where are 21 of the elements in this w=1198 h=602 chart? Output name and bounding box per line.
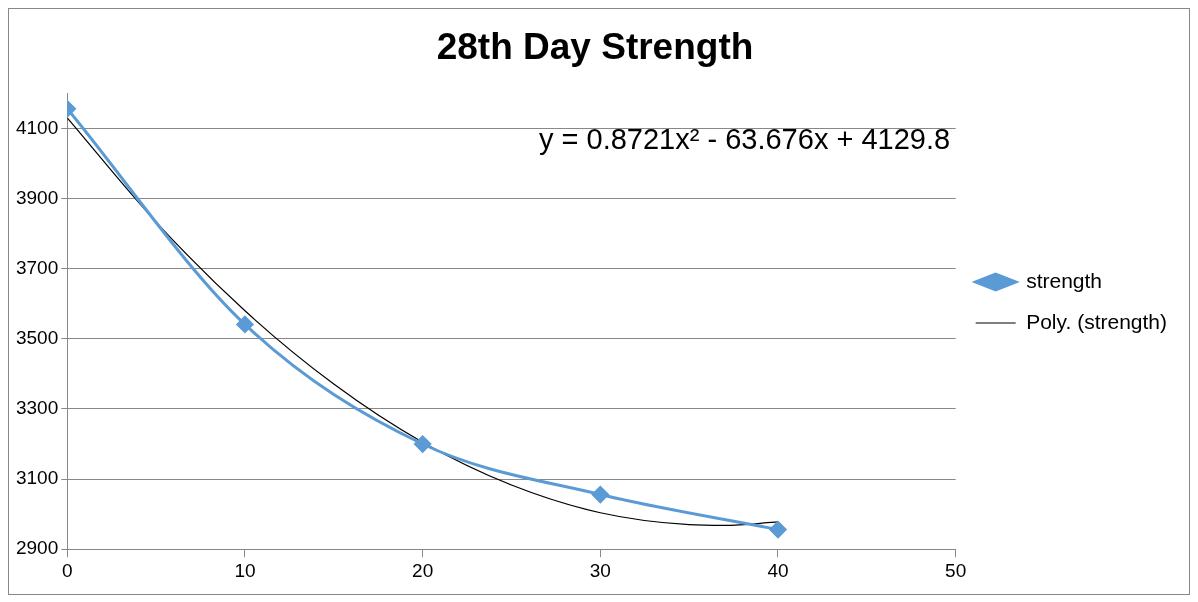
x-tick-label: 50 (945, 559, 967, 581)
y-tick-label: 2900 (15, 537, 59, 559)
point (236, 315, 254, 333)
y-tick-label: 3700 (15, 256, 59, 278)
legend-label: Poly. (strength) (1026, 309, 1167, 333)
point (591, 486, 609, 503)
x-tick-label: 0 (61, 559, 73, 581)
y-tick-label: 3900 (15, 186, 59, 208)
y-tick-label: 3300 (15, 397, 59, 419)
point (769, 521, 787, 539)
annotation: y = 0.8721x² - 63.676x + 4129.8 (539, 123, 951, 155)
legend-label: strength (1026, 268, 1103, 292)
y-tick-label: 4100 (15, 116, 59, 138)
y-tick-label: 3100 (15, 467, 59, 489)
chart-title: 28th Day Strength (436, 26, 754, 68)
x-tick-label: 30 (589, 559, 611, 581)
x-tick-label: 40 (767, 559, 789, 581)
y-tick-label: 3500 (15, 327, 59, 349)
x-tick-label: 20 (412, 559, 434, 581)
point (414, 435, 432, 453)
x-tick-label: 10 (234, 559, 256, 581)
